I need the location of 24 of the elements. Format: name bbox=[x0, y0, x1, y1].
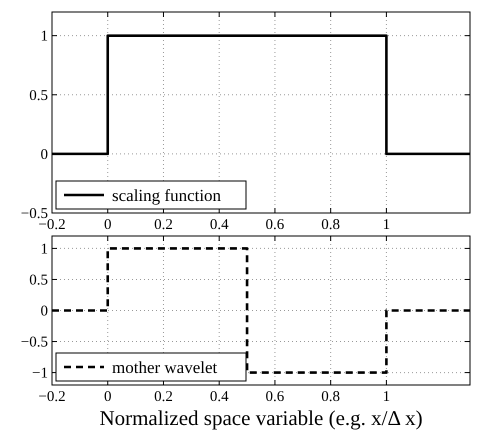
x-tick-label: 0.8 bbox=[321, 389, 340, 405]
legend-label: scaling function bbox=[112, 186, 222, 205]
x-tick-label: 0.8 bbox=[321, 217, 340, 233]
x-tick-label: 0.4 bbox=[210, 217, 230, 233]
x-axis-title: Normalized space variable (e.g. x/Δ x) bbox=[99, 406, 423, 430]
y-tick-label: 1 bbox=[40, 241, 48, 258]
x-tick-label: 0.2 bbox=[154, 217, 173, 233]
y-tick-label: 0.5 bbox=[29, 272, 48, 288]
x-tick-label: −0.2 bbox=[38, 389, 66, 405]
x-tick-label: 1 bbox=[382, 217, 390, 233]
x-tick-label: 0 bbox=[104, 217, 112, 233]
x-tick-label: 1 bbox=[382, 389, 390, 405]
legend-label: mother wavelet bbox=[112, 358, 218, 377]
x-tick-label: 0 bbox=[104, 389, 112, 405]
x-tick-label: 0.6 bbox=[266, 217, 285, 233]
y-tick-label: 0 bbox=[40, 146, 48, 163]
x-tick-label: 0.4 bbox=[210, 389, 230, 405]
x-tick-label: 0.2 bbox=[154, 389, 173, 405]
y-tick-label: 0.5 bbox=[29, 88, 48, 104]
y-tick-label: −0.5 bbox=[20, 334, 48, 351]
y-tick-label: −1 bbox=[32, 366, 48, 382]
x-tick-label: 0.6 bbox=[266, 389, 285, 405]
y-tick-label: 0 bbox=[40, 304, 48, 320]
y-tick-label: 1 bbox=[40, 28, 48, 45]
